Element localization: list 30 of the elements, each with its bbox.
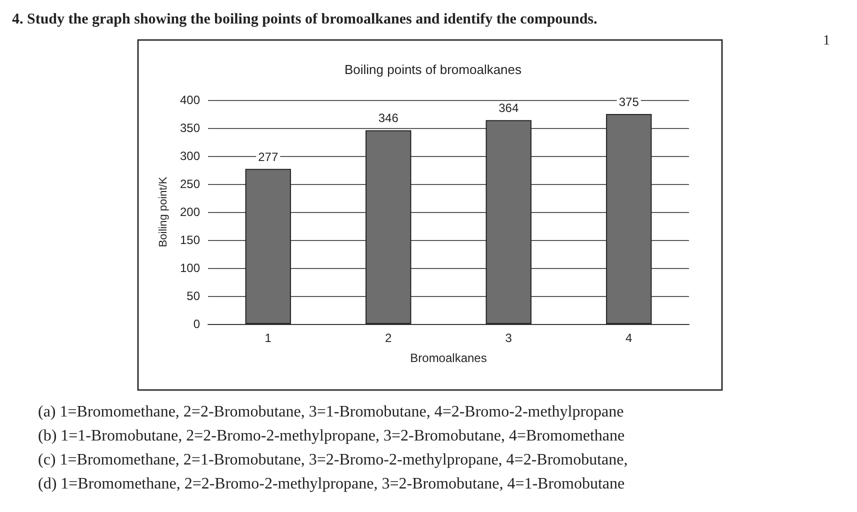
text: (d) 1=Bromomethane, 2=2-Bromo-2-methylpropane, 3=2-Bromobutane, 4=1-Bromobutane	[38, 476, 625, 492]
y-tick-label: 200	[180, 205, 200, 219]
y-tick-label: 150	[180, 233, 200, 247]
bar	[486, 120, 532, 324]
text: 4. Study the graph showing the boiling points of bromoalkanes and identify the compounds.	[12, 12, 598, 28]
y-axis-title: Boiling point/K	[158, 176, 170, 248]
data-label: 277	[258, 150, 278, 164]
y-tick-label: 350	[180, 121, 200, 135]
x-tick-label: 2	[385, 331, 392, 345]
chart-title: Boiling points of bromoalkanes	[344, 62, 522, 77]
bar	[245, 168, 291, 324]
text: (c) 1=Bromomethane, 2=1-Bromobutane, 3=2-Bromo-2-methylpropane, 4=2-Bromobutane,	[38, 452, 628, 468]
data-label: 346	[378, 111, 399, 126]
data-label: 375	[618, 95, 640, 109]
bar	[606, 114, 652, 324]
y-tick-label: 0	[193, 317, 200, 331]
data-label: 364	[498, 101, 519, 116]
y-tick-label: 250	[180, 177, 200, 191]
y-tick-label: 100	[180, 261, 200, 275]
y-tick-label: 50	[186, 289, 200, 303]
y-tick-label: 400	[180, 93, 200, 107]
text: 1	[823, 34, 830, 48]
y-tick-label: 300	[180, 149, 200, 163]
x-tick-label: 4	[626, 331, 633, 345]
text: (a) 1=Bromomethane, 2=2-Bromobutane, 3=1-Bromobutane, 4=2-Bromo-2-methylpropane	[38, 404, 624, 420]
x-axis-title: Bromoalkanes	[410, 351, 487, 365]
x-tick-label: 1	[264, 331, 272, 345]
x-tick-label: 3	[505, 331, 512, 345]
text: (b) 1=1-Bromobutane, 2=2-Bromo-2-methylpropane, 3=2-Bromobutane, 4=Bromomethane	[38, 428, 625, 444]
bar	[366, 130, 412, 324]
